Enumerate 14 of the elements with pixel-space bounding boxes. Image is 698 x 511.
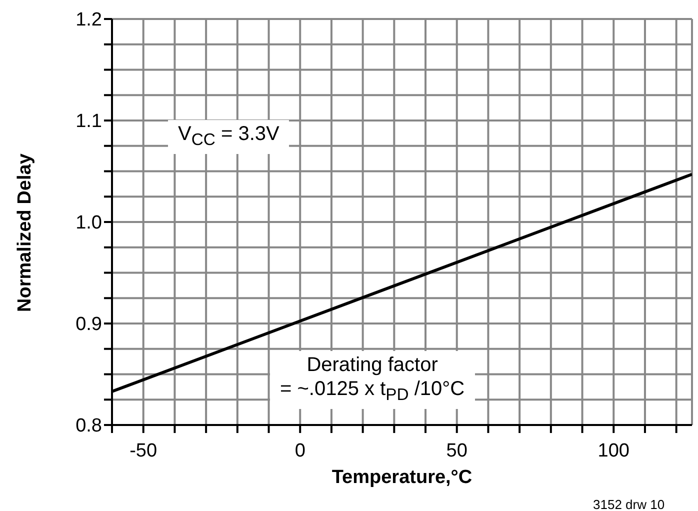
annotation: Derating factor = ~.0125 x t$_{PD}$ /10°C [270, 351, 475, 409]
y-tick-label: 1.1 [76, 111, 102, 132]
y-tick-label: 0.8 [76, 416, 102, 437]
y-tick-label: 1.2 [76, 10, 102, 31]
text: 3152 drw 10 [593, 497, 665, 511]
y-tick-label: 0.9 [76, 314, 102, 336]
x-axis-title: Temperature,°C [332, 467, 472, 488]
y-tick-label: 1.0 [76, 212, 102, 234]
x-tick-label: 0 [294, 440, 306, 462]
x-tick-label: -50 [130, 440, 158, 462]
x-tick-label: 100 [598, 440, 630, 462]
annotation: V$_{CC}$ = 3.3V [168, 120, 290, 154]
y-axis-title: Normalized Delay [14, 153, 36, 312]
x-tick-label: 50 [446, 440, 468, 462]
